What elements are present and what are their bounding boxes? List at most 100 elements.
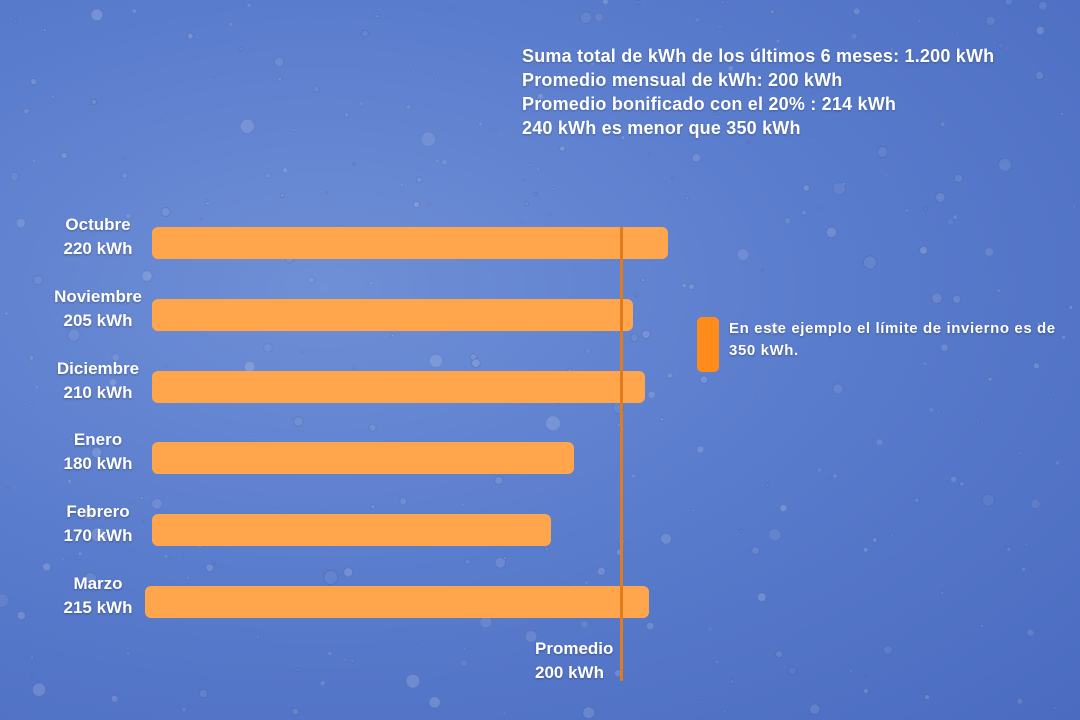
- raindrop: [852, 7, 861, 16]
- raindrop: [109, 378, 117, 387]
- category-value-label: 215 kWh: [63, 598, 133, 617]
- raindrop: [126, 606, 132, 611]
- raindrop: [681, 282, 687, 288]
- category-label: Febrero 170 kWh: [28, 500, 168, 548]
- raindrop: [602, 0, 609, 5]
- raindrop: [596, 566, 607, 576]
- raindrop: [300, 349, 304, 354]
- raindrop: [427, 202, 432, 207]
- raindrop: [440, 158, 448, 166]
- raindrop: [736, 248, 750, 261]
- raindrop: [1021, 566, 1026, 572]
- raindrop: [251, 436, 255, 440]
- raindrop: [42, 28, 47, 33]
- raindrop: [559, 145, 566, 152]
- raindrop: [502, 711, 506, 715]
- summary-text: Suma total de kWh de los últimos 6 meses…: [522, 44, 994, 140]
- raindrop: [494, 128, 498, 132]
- raindrop: [110, 695, 119, 703]
- raindrop: [139, 496, 144, 500]
- summary-monthly-average: Promedio mensual de kWh: 200 kWh: [522, 70, 843, 90]
- category-value-label: 180 kWh: [63, 454, 133, 474]
- raindrop: [984, 247, 994, 257]
- category-label: Octubre 220 kWh: [28, 213, 168, 261]
- raindrop: [141, 270, 153, 282]
- bar-diciembre: [152, 370, 645, 403]
- raindrop: [291, 707, 300, 716]
- raindrop: [1016, 697, 1024, 705]
- raindrop: [228, 21, 234, 27]
- raindrop: [4, 311, 9, 316]
- raindrop: [873, 383, 877, 387]
- raindrop: [685, 196, 690, 201]
- raindrop: [522, 178, 526, 182]
- raindrop: [804, 624, 808, 627]
- raindrop: [776, 39, 781, 44]
- raindrop: [636, 0, 641, 5]
- raindrop: [707, 49, 716, 58]
- raindrop: [262, 342, 273, 353]
- raindrop: [585, 348, 591, 354]
- raindrop: [316, 717, 320, 720]
- raindrop: [958, 480, 966, 487]
- raindrop: [519, 220, 524, 225]
- category-label: Noviembre 205 kWh: [28, 285, 168, 333]
- raindrop: [273, 56, 285, 68]
- raindrop: [718, 25, 722, 29]
- raindrop: [478, 121, 484, 127]
- raindrop: [923, 361, 928, 366]
- raindrop: [352, 162, 356, 166]
- raindrop: [1035, 26, 1045, 35]
- raindrop: [1030, 498, 1041, 510]
- raindrop: [67, 328, 81, 342]
- raindrop: [729, 679, 735, 684]
- raindrop: [405, 673, 421, 689]
- raindrop: [769, 9, 775, 15]
- raindrop: [1004, 0, 1013, 6]
- raindrop: [146, 184, 150, 188]
- average-label-value: 200 kWh: [535, 663, 604, 682]
- raindrop: [307, 276, 315, 284]
- raindrop: [947, 218, 955, 226]
- raindrop: [313, 85, 320, 93]
- raindrop: [13, 19, 17, 24]
- raindrop: [282, 167, 289, 174]
- raindrop: [940, 343, 949, 352]
- raindrop: [534, 37, 538, 41]
- raindrop: [694, 16, 701, 23]
- raindrop: [239, 46, 244, 51]
- raindrop: [696, 445, 705, 454]
- raindrop: [344, 112, 349, 117]
- raindrop: [883, 645, 893, 655]
- raindrop: [998, 157, 1012, 172]
- raindrop: [819, 206, 823, 210]
- raindrop: [77, 551, 83, 557]
- raindrop: [281, 509, 287, 514]
- raindrop: [331, 551, 335, 555]
- raindrop: [373, 11, 379, 16]
- raindrop: [647, 152, 651, 156]
- raindrop: [31, 682, 47, 697]
- raindrop: [246, 2, 252, 8]
- raindrop: [580, 620, 589, 629]
- raindrop: [802, 184, 811, 192]
- category-name: Marzo: [73, 574, 123, 593]
- raindrop: [1033, 362, 1040, 370]
- raindrop: [1038, 0, 1048, 11]
- raindrop: [556, 403, 560, 407]
- raindrop: [123, 301, 128, 305]
- raindrop: [121, 313, 129, 321]
- raindrop: [832, 101, 843, 112]
- raindrop: [195, 566, 199, 570]
- raindrop: [31, 672, 35, 676]
- raindrop: [811, 91, 815, 95]
- raindrop: [121, 172, 128, 180]
- raindrop: [867, 509, 871, 513]
- raindrop: [361, 29, 369, 38]
- raindrop: [890, 47, 895, 52]
- raindrop: [634, 293, 639, 298]
- raindrop: [760, 268, 764, 272]
- raindrop: [125, 212, 132, 219]
- raindrop: [1034, 70, 1045, 81]
